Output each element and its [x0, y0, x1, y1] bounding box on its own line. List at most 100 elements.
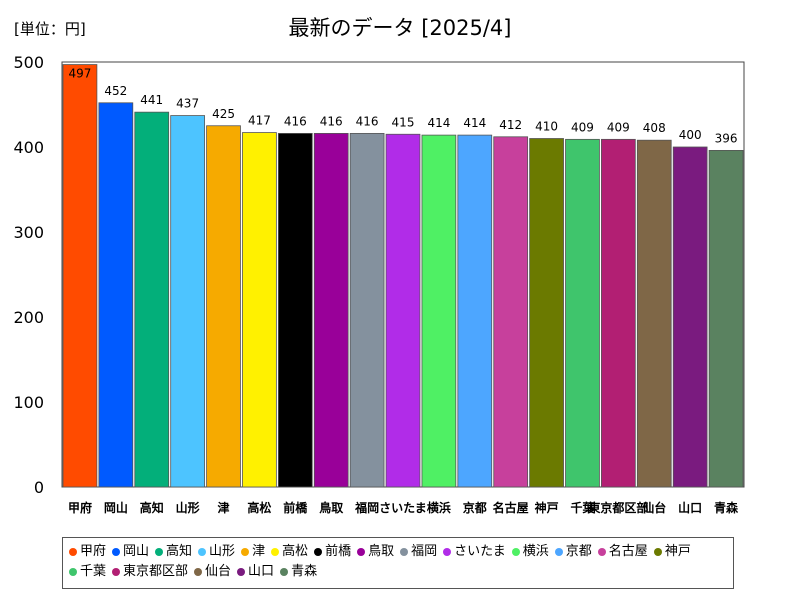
legend-item: 福岡	[400, 542, 437, 562]
legend-item: 鳥取	[357, 542, 394, 562]
legend-item: さいたま	[443, 542, 506, 562]
legend-label: 鳥取	[368, 544, 395, 559]
data-label: 414	[463, 116, 486, 130]
legend-dot-icon	[554, 547, 563, 556]
data-label: 437	[176, 97, 199, 111]
legend-dot-icon	[511, 547, 520, 556]
x-tick-label: 高知	[140, 500, 164, 515]
legend-label: 山口	[248, 564, 275, 579]
x-tick-label: 福岡	[354, 500, 379, 515]
legend-dot-icon	[237, 567, 246, 576]
data-label: 416	[284, 114, 307, 128]
x-tick-label: 千葉	[570, 500, 595, 515]
legend-dot-icon	[280, 567, 289, 576]
legend-label: 京都	[565, 544, 592, 559]
x-tick-label: 山形	[176, 500, 200, 515]
bar-17	[636, 139, 672, 488]
chart-title: 最新のデータ [2025/4]	[288, 16, 512, 40]
bar-4	[170, 115, 205, 488]
bar-16	[601, 138, 636, 488]
bar-18	[672, 146, 708, 488]
bar-1	[62, 64, 98, 488]
legend-item: 高松	[271, 542, 308, 562]
y-tick-label: 300	[13, 223, 44, 242]
chart-legend: 甲府 岡山 高知 山形 津 高松 前橋 鳥取 福岡 さいたま 横浜 京都 名古屋 神戸千葉 東京都区部 仙台 山…	[62, 537, 734, 589]
legend-item: 千葉	[69, 562, 106, 582]
legend-item: 横浜	[511, 542, 549, 562]
data-label: 416	[320, 114, 343, 128]
x-tick-label: 京都	[463, 500, 487, 515]
legend-label: 岡山	[123, 544, 150, 559]
data-label: 414	[427, 116, 450, 130]
legend-dot-icon	[443, 547, 452, 556]
legend-dot-icon	[400, 547, 409, 556]
data-label: 412	[499, 118, 522, 132]
data-label: 409	[571, 120, 594, 134]
data-label: 410	[535, 120, 558, 134]
legend-dot-icon	[597, 547, 606, 556]
legend-label: さいたま	[454, 544, 506, 559]
x-tick-label: 横浜	[427, 500, 451, 515]
legend-dot-icon	[112, 547, 121, 556]
data-label: 396	[715, 131, 738, 145]
legend-item: 青森	[280, 562, 317, 582]
legend-label: 高松	[282, 544, 309, 559]
data-label: 415	[392, 115, 415, 129]
data-label: 441	[140, 93, 163, 107]
bar-12	[457, 134, 493, 488]
legend-dot-icon	[69, 567, 77, 576]
y-tick-label: 200	[13, 308, 44, 327]
legend-dot-icon	[112, 567, 121, 576]
legend-item: 山口	[237, 562, 274, 582]
data-label: 416	[356, 114, 379, 128]
x-tick-label: 仙台	[642, 500, 666, 515]
bar-15	[565, 138, 600, 488]
bar-13	[493, 136, 529, 488]
legend-dot-icon	[69, 547, 77, 556]
x-tick-label: 山口	[678, 500, 702, 515]
legend-item: 高知	[155, 542, 192, 562]
legend-dot-icon	[194, 567, 203, 576]
y-tick-label: 0	[34, 478, 44, 497]
x-tick-label: 鳥取	[319, 500, 343, 515]
legend-dot-icon	[271, 547, 280, 556]
data-label: 408	[643, 121, 666, 135]
legend-item: 甲府	[69, 542, 106, 562]
x-tick-label: さいたま	[379, 501, 427, 515]
x-tick-label: 東京都区部	[588, 500, 648, 515]
x-tick-label: 神戸	[535, 500, 559, 515]
x-tick-label: 高松	[247, 500, 271, 515]
legend-label: 名古屋	[608, 544, 648, 559]
legend-label: 千葉	[80, 564, 107, 579]
bar-11	[421, 134, 457, 488]
bar-chart: 0 100 200 300 400 500 497 甲府 452 岡山 441 高知 437 山形 425…	[13, 53, 745, 515]
data-label: 409	[607, 120, 630, 134]
x-tick-label: 岡山	[104, 500, 128, 515]
legend-item: 名古屋	[597, 542, 648, 562]
legend-label: 高知	[166, 544, 193, 559]
data-label: 425	[212, 107, 235, 121]
legend-item: 東京都区部	[112, 562, 188, 582]
data-label: 452	[104, 84, 127, 98]
legend-dot-icon	[241, 547, 250, 556]
legend-item: 岡山	[112, 542, 149, 562]
bar-7	[277, 132, 313, 488]
legend-dot-icon	[198, 547, 207, 556]
legend-dot-icon	[314, 547, 323, 556]
legend-item: 山形	[198, 542, 235, 562]
bar-5	[206, 125, 241, 488]
bar-14	[529, 138, 564, 488]
legend-label: 福岡	[411, 544, 438, 559]
x-tick-label: 甲府	[68, 500, 92, 515]
y-tick-label: 500	[13, 53, 44, 72]
legend-label: 青森	[291, 564, 318, 579]
data-label: 497	[68, 67, 91, 81]
legend-dot-icon	[155, 547, 164, 556]
legend-item: 津	[241, 542, 265, 562]
legend-item: 仙台	[194, 562, 231, 582]
y-tick-label: 400	[13, 138, 44, 157]
data-label: 400	[679, 128, 702, 142]
legend-dot-icon	[653, 547, 662, 556]
unit-label: [単位：円]	[14, 20, 86, 38]
x-tick-label: 名古屋	[493, 500, 529, 515]
